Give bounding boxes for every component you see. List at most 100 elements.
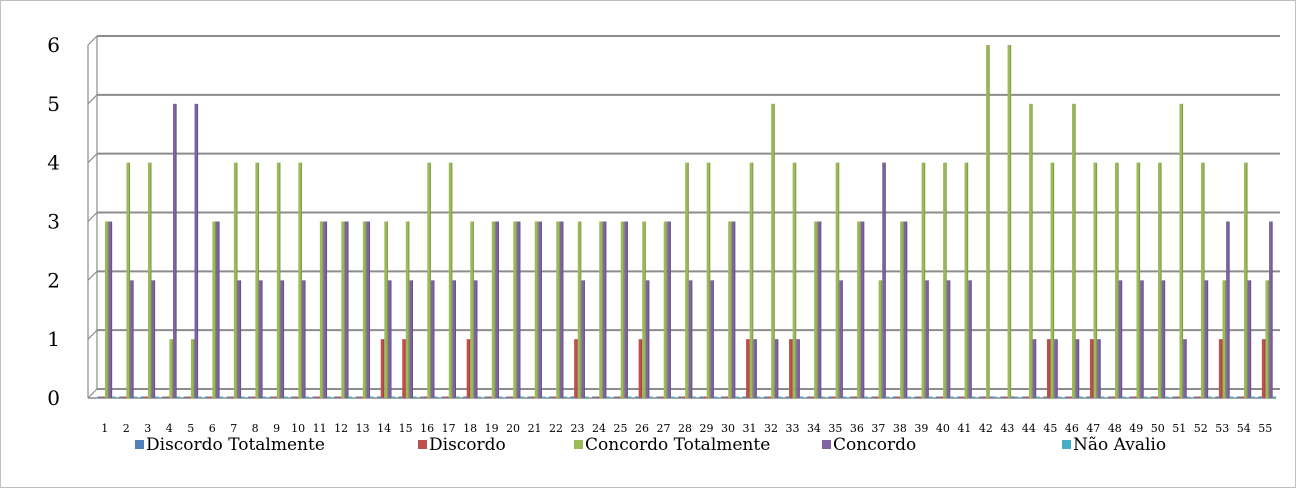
bar xyxy=(849,396,854,398)
bar xyxy=(484,396,489,398)
bar-shade xyxy=(734,221,736,398)
x-tick-label: 7 xyxy=(230,422,237,435)
bar xyxy=(670,396,675,398)
bar xyxy=(495,221,499,398)
bar-shade xyxy=(902,221,904,398)
bar xyxy=(527,396,532,398)
bar xyxy=(663,221,668,398)
bar xyxy=(291,396,295,398)
bar xyxy=(606,396,611,398)
y-tick-label: 5 xyxy=(47,92,60,116)
bar xyxy=(251,396,256,398)
bar xyxy=(112,396,116,398)
bar xyxy=(323,221,328,398)
bar-shade xyxy=(967,162,969,398)
bar xyxy=(248,396,252,398)
bar xyxy=(187,396,191,398)
x-tick-label: 19 xyxy=(485,422,499,435)
bar xyxy=(208,396,213,398)
bar xyxy=(649,396,654,398)
y-tick-label: 6 xyxy=(47,33,60,57)
bar-shade xyxy=(132,280,134,398)
bar xyxy=(312,396,317,398)
legend-swatch xyxy=(1062,440,1071,449)
bar xyxy=(860,221,865,398)
bar xyxy=(613,396,618,398)
bar xyxy=(470,221,474,398)
bar xyxy=(1086,396,1090,398)
bar-shade xyxy=(1221,339,1223,398)
bar xyxy=(409,280,414,398)
bar xyxy=(1115,162,1119,398)
bar xyxy=(667,221,671,398)
bar-shade xyxy=(1246,162,1248,398)
bar xyxy=(885,396,890,398)
bar-shade xyxy=(261,280,263,398)
bar xyxy=(1261,339,1266,398)
bar-shade xyxy=(583,280,585,398)
bar xyxy=(280,280,285,398)
bar-shade xyxy=(240,280,242,398)
bar xyxy=(402,339,406,398)
bar xyxy=(452,280,456,398)
bar xyxy=(835,162,840,398)
bar xyxy=(1150,396,1155,398)
bar-shade xyxy=(365,221,367,398)
x-tick-label: 49 xyxy=(1129,422,1143,435)
bar xyxy=(1079,396,1083,398)
bar xyxy=(685,162,689,398)
bar xyxy=(1272,396,1277,398)
bar-shade xyxy=(404,339,406,398)
bar xyxy=(699,396,704,398)
bar xyxy=(445,396,449,398)
bar xyxy=(176,396,181,398)
bar-shade xyxy=(494,221,496,398)
bar xyxy=(1072,103,1076,398)
bar-shade xyxy=(390,280,392,398)
x-tick-label: 12 xyxy=(334,422,348,435)
x-tick-label: 39 xyxy=(914,422,928,435)
bar xyxy=(735,396,739,398)
bar-shade xyxy=(1139,162,1141,398)
bar xyxy=(1057,396,1062,398)
bar xyxy=(892,396,897,398)
bar xyxy=(538,221,542,398)
bar xyxy=(1025,396,1030,398)
legend-swatch xyxy=(574,440,583,449)
bar xyxy=(233,162,238,398)
bar-shade xyxy=(408,221,410,398)
bar-shade xyxy=(626,221,628,398)
bar xyxy=(1000,396,1004,398)
x-tick-label: 2 xyxy=(123,422,130,435)
bar xyxy=(746,339,750,398)
bar-shade xyxy=(1056,339,1058,398)
bar xyxy=(147,162,152,398)
bar-shade xyxy=(537,221,539,398)
bar-shade xyxy=(218,221,220,398)
bar xyxy=(316,396,320,398)
bar-shade xyxy=(820,221,822,398)
bar xyxy=(574,339,578,398)
bar xyxy=(577,221,582,398)
x-tick-label: 30 xyxy=(721,422,735,435)
bar xyxy=(473,280,478,398)
bar xyxy=(262,396,267,398)
bar xyxy=(982,396,987,398)
bar xyxy=(853,396,858,398)
bar-shade xyxy=(580,221,582,398)
bar-shade xyxy=(884,162,886,398)
bar xyxy=(212,221,216,398)
bar-shade xyxy=(648,280,650,398)
x-tick-label: 36 xyxy=(850,422,864,435)
bar-shade xyxy=(215,221,216,398)
bar-shade xyxy=(1078,339,1080,398)
bar xyxy=(531,396,535,398)
bar xyxy=(520,396,525,398)
x-tick-label: 42 xyxy=(979,422,993,435)
bar xyxy=(828,396,833,398)
bar-shade xyxy=(1182,103,1184,398)
bar xyxy=(903,221,908,398)
bar xyxy=(126,162,131,398)
bar xyxy=(767,396,772,398)
bar xyxy=(710,280,714,398)
